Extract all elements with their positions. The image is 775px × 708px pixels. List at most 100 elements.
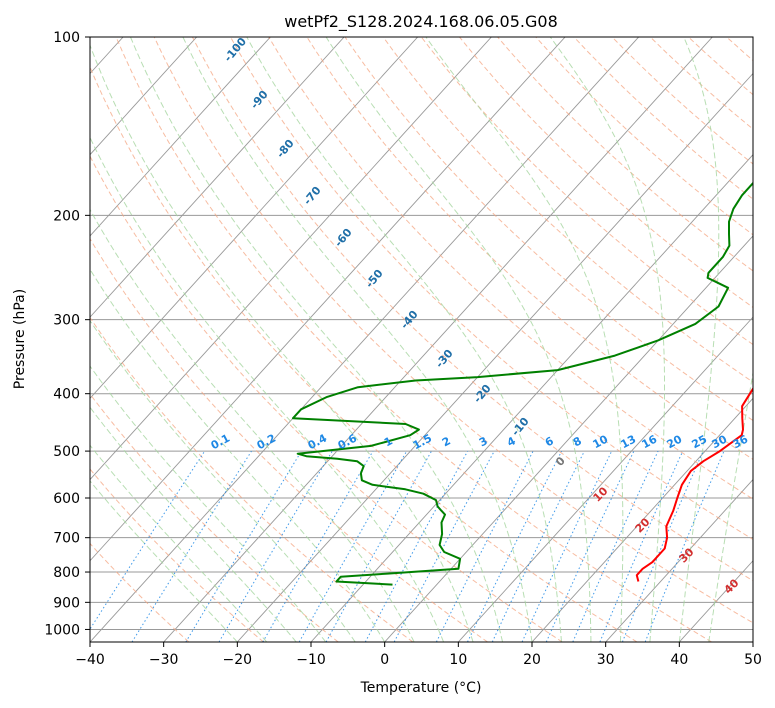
moist-adiabat-line (90, 406, 297, 642)
mixing-ratio-line (185, 450, 302, 642)
isotherm-line (163, 37, 713, 642)
isotherm-line (90, 37, 345, 318)
y-axis-title: Pressure (hPa) (12, 289, 28, 389)
mixing-ratio-label: 10 (591, 432, 611, 451)
dry-adiabat-label: -50 (363, 267, 386, 291)
moist-adiabat-line (90, 480, 238, 642)
dry-adiabat-line (268, 37, 753, 500)
dry-adiabat-line (191, 37, 753, 582)
moist-adiabat-label: 0 (553, 454, 568, 469)
x-tick-label: 0 (380, 652, 389, 668)
x-tick-label: 40 (670, 652, 688, 668)
plot-frame (89, 36, 754, 643)
dry-adiabat-line (765, 37, 775, 642)
dry-adiabat-line (90, 65, 638, 642)
dry-adiabat-label: -20 (471, 382, 494, 406)
moist-adiabat-line (549, 37, 665, 642)
moist-adiabat-line (678, 37, 720, 642)
dry-adiabat-line (535, 37, 753, 236)
dry-adiabat-label: -60 (332, 226, 355, 250)
mixing-ratio-line (521, 450, 613, 642)
x-tick-label: −30 (149, 652, 179, 668)
dry-adiabat-line (90, 468, 264, 642)
mixing-ratio-label: 0.2 (255, 432, 278, 453)
x-tick-label: 10 (449, 652, 467, 668)
mixing-ratio-label: 8 (571, 434, 584, 449)
y-tick-label: 500 (53, 444, 80, 460)
mixing-ratio-label: 1 (382, 434, 395, 449)
x-axis-title: Temperature (°C) (360, 680, 482, 696)
mixing-ratio-line (393, 450, 495, 642)
x-tick-label: −40 (75, 652, 105, 668)
moist-adiabat-line (90, 365, 327, 642)
y-tick-label: 100 (53, 30, 80, 46)
mixing-ratio-label: 1.5 (411, 432, 434, 453)
mixing-ratio-label: 0.4 (306, 431, 330, 452)
dry-adiabat-line (649, 37, 753, 130)
dry-adiabat-line (688, 37, 753, 96)
y-tick-label: 200 (53, 208, 80, 224)
isotherm-line (90, 37, 419, 399)
dry-adiabat-line (153, 37, 753, 624)
mixing-ratio-line (599, 450, 684, 642)
moist-adiabat-line (90, 319, 356, 642)
mixing-ratio-label: 2 (440, 434, 453, 449)
moist-adiabat-line (90, 268, 386, 642)
dry-adiabat-label: -40 (398, 308, 421, 332)
mixing-ratio-line (467, 450, 563, 642)
dry-adiabat-line (344, 37, 753, 422)
dry-adiabat-label: -100 (221, 35, 249, 65)
mixing-ratio-line (218, 450, 333, 642)
mixing-ratio-label: 20 (665, 432, 685, 451)
y-tick-label: 900 (53, 595, 80, 611)
dry-adiabat-line (726, 37, 753, 62)
isotherm-line (90, 37, 492, 481)
isotherm-line (678, 560, 753, 642)
moist-adiabat-label: 30 (677, 545, 697, 565)
mixing-ratio-line (325, 450, 432, 642)
isotherm-line (605, 478, 753, 642)
mixing-ratio-label: 0.6 (336, 431, 360, 452)
dry-adiabat-line (90, 393, 339, 642)
moist-adiabat-line (90, 444, 268, 642)
moist-adiabat-line (246, 37, 562, 642)
dry-adiabat-line (420, 37, 753, 346)
isotherm-line (236, 72, 753, 642)
moist-adiabat-label: 40 (722, 576, 742, 596)
mixing-ratio-line (491, 450, 585, 642)
dry-adiabat-label: -30 (433, 347, 456, 371)
mixing-ratio-label: 30 (710, 432, 730, 451)
moist-adiabat-label: 20 (633, 515, 653, 535)
dry-adiabat-line (382, 37, 753, 383)
x-tick-label: 30 (597, 652, 615, 668)
x-tick-label: −10 (296, 652, 326, 668)
dry-adiabat-line (573, 37, 753, 200)
chart-title: wetPf2_S128.2024.168.06.05.G08 (284, 12, 558, 32)
axes: −40 −30 −20 −10 0 10 20 30 40 5010020030040050060… (44, 30, 762, 668)
moist-adiabat-label: 10 (591, 484, 611, 504)
dry-adiabat-line (115, 37, 712, 642)
moist-adiabat-line (325, 37, 592, 642)
dry-adiabat-line (306, 37, 753, 460)
mixing-ratio-label: 0.1 (209, 432, 232, 453)
dry-adiabat-label: -70 (301, 184, 324, 208)
y-tick-label: 700 (53, 531, 80, 547)
isotherm-line (457, 316, 753, 642)
line-labels: 0.1 0.2 0.4 0.6 1 1.5 2 3 4 6 8 10 13 16 20 25 30 36-100-… (209, 35, 751, 597)
mixing-ratio-line (298, 450, 408, 642)
x-tick-label: −20 (223, 652, 253, 668)
isotherm-line (752, 641, 753, 642)
y-tick-label: 400 (53, 387, 80, 403)
moist-adiabat-line (708, 370, 753, 642)
isotherm-line (90, 37, 271, 237)
mixing-ratio-line (131, 450, 252, 642)
dry-adiabat-line (459, 37, 753, 309)
background-lines (90, 37, 775, 642)
dry-adiabat-label: -80 (274, 137, 297, 161)
y-tick-label: 1000 (44, 622, 80, 638)
mixing-ratio-line (621, 450, 704, 642)
dry-adiabat-label: -90 (248, 88, 271, 112)
mixing-ratio-label: 16 (640, 432, 660, 451)
moist-adiabat-line (90, 43, 474, 642)
